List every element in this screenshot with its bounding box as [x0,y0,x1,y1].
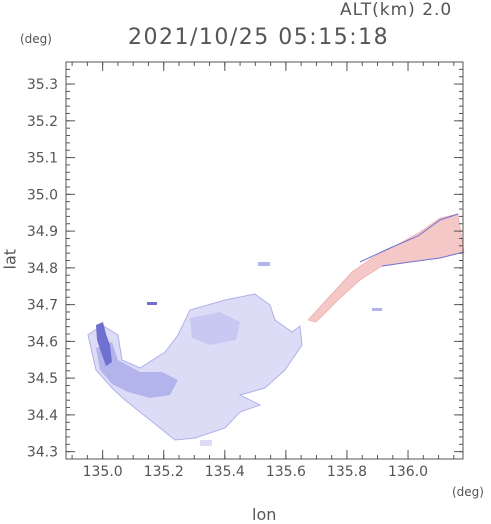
bay-region [87,293,303,441]
y-tick-label: 34.5 [27,371,58,387]
y-tick-label: 35.3 [27,77,58,93]
bay-mid-patch [190,312,240,345]
y-tick-label: 35.1 [27,151,58,167]
channel-lower-edge [381,251,465,267]
speck [200,440,212,446]
x-tick-label: 135.8 [327,464,367,480]
y-tick-label: 34.6 [27,334,58,350]
y-axis-unit: (deg) [20,32,52,46]
x-tick-label: 135.0 [83,464,123,480]
y-tick-label: 35.2 [27,114,58,130]
channel-region [307,213,465,323]
x-ticks: 135.0 135.2 135.4 135.6 135.8 136.0 [83,62,428,480]
speck [147,302,157,305]
y-tick-label: 34.9 [27,224,58,240]
speck [372,308,382,311]
channel-upper-edge [359,213,459,263]
bay-shallow-region [96,342,178,398]
timestamp-title: 2021/10/25 05:15:18 [128,25,390,50]
y-tick-label: 34.7 [27,298,58,314]
x-tick-label: 135.4 [205,464,245,480]
speck [258,262,270,266]
y-tick-label: 35.0 [27,187,58,203]
y-tick-label: 34.4 [27,408,58,424]
x-tick-label: 135.2 [144,464,184,480]
data-layer [87,213,465,446]
x-axis-unit: (deg) [452,485,484,499]
y-tick-label: 34.3 [27,445,58,461]
x-tick-label: 135.6 [266,464,306,480]
frame-layer [65,61,464,460]
x-tick-label: 136.0 [388,464,428,480]
y-ticks: 34.3 34.4 34.5 34.6 34.7 34.8 34.9 35.0 35.1 35.2… [27,77,463,461]
x-axis-label: lon [252,505,277,524]
bay-deep-patch [96,322,112,366]
altitude-label: ALT(km) 2.0 [340,0,453,20]
y-tick-label: 34.8 [27,261,58,277]
